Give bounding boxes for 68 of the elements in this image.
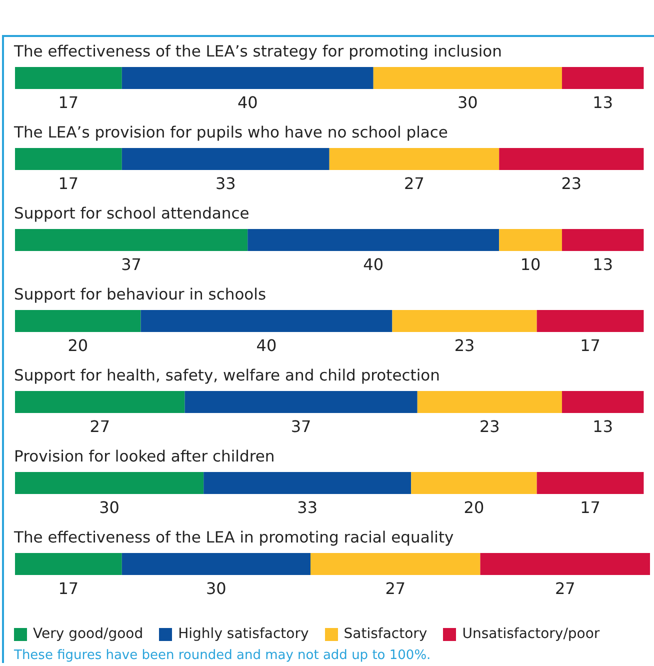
data-label: 27 xyxy=(90,417,110,436)
bar xyxy=(184,391,418,413)
data-label: 17 xyxy=(58,579,79,598)
data-label: 33 xyxy=(215,174,236,193)
bar xyxy=(204,472,412,494)
bar xyxy=(248,229,500,251)
bar xyxy=(536,472,644,494)
text: These figures have been rounded and may not add up to 100%. xyxy=(14,648,432,663)
bar xyxy=(310,553,480,575)
y-tick-label: The effectiveness of the LEA’s strategy for promoting inclusion xyxy=(13,42,502,60)
bar xyxy=(329,148,500,170)
bar xyxy=(122,67,374,89)
y-tick-label: Provision for looked after children xyxy=(14,448,275,466)
bar xyxy=(499,148,644,170)
bar xyxy=(15,67,122,89)
data-label: 13 xyxy=(592,255,614,274)
data-label: 23 xyxy=(454,336,475,355)
bar xyxy=(562,67,644,89)
data-label: 17 xyxy=(58,93,79,112)
bar xyxy=(562,229,644,251)
y-tick-label: Support for school attendance xyxy=(14,204,250,222)
data-label: 17 xyxy=(580,336,600,355)
data-label: 23 xyxy=(561,174,582,193)
y-tick-label: The effectiveness of the LEA in promoting racial equality xyxy=(13,528,454,546)
data-label: 27 xyxy=(404,174,424,193)
data-label: 27 xyxy=(554,579,576,598)
data-label: 40 xyxy=(237,93,258,112)
bar xyxy=(15,472,204,494)
bar xyxy=(417,391,562,413)
data-label: 37 xyxy=(290,417,312,436)
data-label: 20 xyxy=(464,498,484,517)
y-tick-label: The LEA’s provision for pupils who have no school place xyxy=(13,124,448,142)
data-label: 30 xyxy=(206,579,226,598)
legend-label: Unsatisfactory/poor xyxy=(462,626,600,642)
bar xyxy=(15,148,122,170)
bar xyxy=(411,472,537,494)
data-label: 30 xyxy=(99,498,120,517)
bar xyxy=(499,229,562,251)
bar xyxy=(15,229,248,251)
y-tick-label: Support for behaviour in schools xyxy=(14,286,266,304)
data-label: 17 xyxy=(580,498,600,517)
bar xyxy=(392,310,537,332)
bar xyxy=(15,553,122,575)
bar xyxy=(15,310,141,332)
data-label: 27 xyxy=(385,579,406,598)
data-label: 20 xyxy=(68,336,88,355)
legend-label: Highly satisfactory xyxy=(178,626,309,642)
bar xyxy=(373,67,562,89)
bar xyxy=(536,310,644,332)
data-label: 23 xyxy=(480,417,500,436)
legend-label: Satisfactory xyxy=(344,626,428,642)
data-label: 40 xyxy=(363,255,384,274)
bar xyxy=(122,148,330,170)
data-label: 10 xyxy=(520,255,541,274)
bar xyxy=(140,310,392,332)
data-label: 37 xyxy=(121,255,142,274)
y-tick-label: Support for health, safety, welfare and child protection xyxy=(14,366,440,384)
data-label: 17 xyxy=(58,174,79,193)
legend-label: Very good/good xyxy=(33,626,144,642)
data-label: 40 xyxy=(256,336,277,355)
bar xyxy=(480,553,650,575)
bar xyxy=(562,391,644,413)
data-label: 13 xyxy=(592,93,614,112)
bar xyxy=(122,553,310,575)
data-label: 33 xyxy=(297,498,318,517)
bar xyxy=(15,391,185,413)
data-label: 30 xyxy=(457,93,478,112)
data-label: 13 xyxy=(592,417,614,436)
